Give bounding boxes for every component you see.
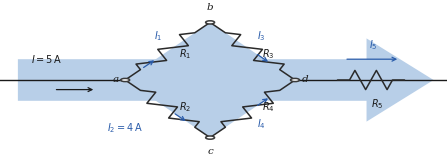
Text: c: c bbox=[207, 148, 213, 156]
Text: b: b bbox=[207, 4, 213, 12]
Circle shape bbox=[291, 78, 299, 82]
Circle shape bbox=[206, 136, 215, 139]
Text: a: a bbox=[112, 76, 118, 84]
Text: $R_5$: $R_5$ bbox=[371, 97, 384, 111]
Text: $I_2 = 4\,\mathrm{A}$: $I_2 = 4\,\mathrm{A}$ bbox=[107, 121, 143, 135]
Polygon shape bbox=[18, 38, 434, 122]
Text: $I = 5\,\mathrm{A}$: $I = 5\,\mathrm{A}$ bbox=[31, 53, 63, 65]
Circle shape bbox=[206, 21, 215, 24]
Text: d: d bbox=[302, 76, 308, 84]
Text: $I_3$: $I_3$ bbox=[257, 29, 266, 43]
Polygon shape bbox=[125, 22, 295, 138]
Circle shape bbox=[121, 78, 130, 82]
Text: $I_5$: $I_5$ bbox=[369, 38, 378, 52]
Text: $R_4$: $R_4$ bbox=[262, 100, 274, 114]
Text: $R_3$: $R_3$ bbox=[262, 48, 274, 61]
Text: $I_4$: $I_4$ bbox=[257, 117, 266, 131]
Text: $R_2$: $R_2$ bbox=[179, 100, 192, 114]
Text: $I_1$: $I_1$ bbox=[155, 29, 163, 43]
Text: $R_1$: $R_1$ bbox=[179, 48, 192, 61]
